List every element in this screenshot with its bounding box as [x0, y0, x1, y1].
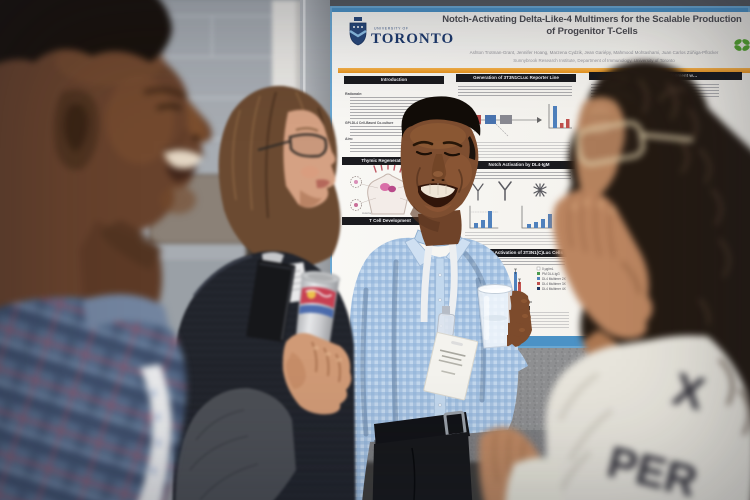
pants-fold [411, 447, 416, 500]
right-woman-face [575, 97, 625, 202]
aim-label: Aim: [345, 137, 353, 141]
coculture-label: GPI-DL4 Cell-Based Co-culture [345, 121, 394, 125]
lanyard-band-white [138, 364, 172, 500]
can-label-blue [298, 304, 334, 319]
legend-item-2: DL4 Multimer 2X [542, 277, 567, 281]
legend-item-0: 0 µg/mL [542, 267, 554, 271]
fingers-on-cup [507, 294, 531, 347]
hand-over-mouth [552, 189, 653, 339]
woman-lips [316, 179, 330, 189]
antibody-figure [469, 181, 553, 229]
person-right-woman: X PER [478, 60, 750, 500]
front-hair-lock [700, 318, 750, 500]
lanyard-hook [442, 306, 450, 316]
legend-item-3: DL4 Multimer 3X [542, 282, 567, 286]
shirt-cuff [501, 344, 528, 378]
eyebrows [412, 140, 463, 148]
woman-thumb [286, 352, 306, 389]
lanyard-strap-right [447, 241, 458, 317]
left-man-hair [0, 0, 172, 63]
person-woman-glasses [172, 85, 356, 500]
soda-can [295, 270, 340, 346]
chart-legend: 0 µg/mL PM DL4-IgG DL4 Multimer 2X DL4 M… [536, 266, 567, 291]
right-woman-glasses [575, 121, 694, 166]
black-notebook [246, 259, 296, 343]
legend-item-1: PM DL4-IgG [542, 272, 560, 276]
left-man-collar [82, 294, 170, 330]
woman-glasses [288, 133, 328, 158]
name-badge [423, 332, 479, 401]
left-man-nose [186, 100, 207, 142]
lanyard-strap-left [420, 239, 434, 323]
gray-knit-sleeve [175, 388, 296, 500]
igm-multimer-icon [533, 183, 547, 197]
green-leaf-logo-icon [734, 39, 750, 51]
person-center-man [348, 96, 532, 500]
glasses-arm [257, 139, 292, 152]
can-label-yellow [306, 289, 316, 299]
uoft-crest-icon [349, 17, 367, 46]
left-man-eye [156, 104, 182, 110]
pants [372, 432, 473, 500]
left-man-plaid-shirt [0, 296, 187, 500]
lower-lip [424, 204, 452, 212]
center-man-hair [401, 96, 481, 138]
rationale-label: Rationale: [345, 92, 362, 96]
top-wall-strip [300, 0, 750, 9]
left-man-mouth [166, 164, 198, 182]
woman-hand [282, 333, 352, 415]
left-man-teeth [164, 149, 202, 170]
person-left-man [0, 0, 212, 500]
white-sleeve [505, 457, 563, 500]
legend-item-4: DL4 Multimer 4X [542, 287, 567, 291]
left-man-brow [143, 87, 187, 99]
smiling-eyes [415, 150, 461, 157]
